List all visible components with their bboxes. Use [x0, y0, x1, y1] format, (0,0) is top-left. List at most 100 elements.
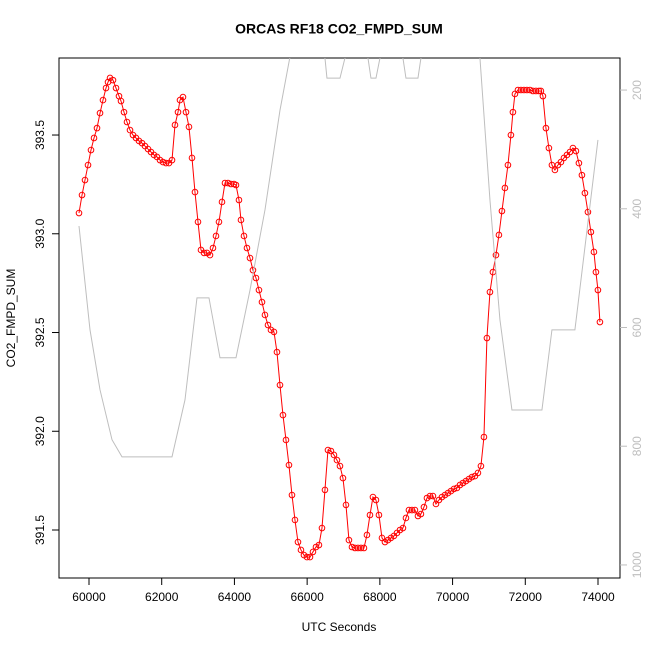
y-axis-label: CO2_FMPD_SUM: [4, 269, 18, 368]
data-point: [318, 524, 326, 532]
data-point: [99, 96, 107, 104]
data-point: [102, 84, 110, 92]
y2-tick-label: 200: [630, 80, 644, 100]
data-point: [212, 232, 220, 240]
data-point: [188, 154, 196, 162]
data-point: [315, 541, 323, 549]
data-point: [572, 147, 580, 155]
data-point: [551, 166, 559, 174]
data-point: [483, 334, 491, 342]
plot-area: [75, 58, 604, 561]
data-point: [120, 108, 128, 116]
data-point: [182, 108, 190, 116]
x-tick-label: 62000: [145, 590, 179, 604]
data-point: [408, 506, 416, 514]
data-point: [279, 411, 287, 419]
data-point: [535, 87, 543, 95]
data-point: [306, 553, 314, 561]
data-point: [179, 93, 187, 101]
data-point: [168, 156, 176, 164]
data-point: [224, 179, 232, 187]
plot-frame: [58, 57, 621, 579]
data-point: [232, 181, 240, 189]
data-point: [360, 544, 368, 552]
data-point: [261, 311, 269, 319]
data-point: [209, 244, 217, 252]
data-point: [174, 108, 182, 116]
data-point: [200, 249, 208, 257]
y-tick-label: 393.0: [33, 218, 47, 248]
data-point: [240, 232, 248, 240]
data-point: [492, 251, 500, 259]
data-point: [375, 511, 383, 519]
data-point: [109, 76, 117, 84]
data-point: [78, 191, 86, 199]
data-line: [78, 77, 601, 558]
data-point: [246, 254, 254, 262]
data-point: [282, 436, 290, 444]
data-point: [507, 131, 515, 139]
data-point: [532, 87, 540, 95]
data-point: [285, 461, 293, 469]
data-point: [501, 184, 509, 192]
data-point: [235, 196, 243, 204]
data-point: [243, 244, 251, 252]
data-point: [348, 543, 356, 551]
data-point: [221, 179, 229, 187]
data-point: [417, 510, 425, 518]
y-tick-label: 392.5: [33, 317, 47, 347]
y-tick-label: 392.0: [33, 416, 47, 446]
data-point: [87, 146, 95, 154]
data-point: [420, 503, 428, 511]
data-point: [594, 286, 602, 294]
data-point: [206, 251, 214, 259]
data-point: [112, 84, 120, 92]
data-point: [372, 496, 380, 504]
data-point: [498, 207, 506, 215]
data-point: [474, 469, 482, 477]
data-point: [90, 134, 98, 142]
y-tick-label: 391.5: [33, 515, 47, 545]
data-point: [215, 218, 223, 226]
data-point: [486, 288, 494, 296]
x-tick-label: 72000: [509, 590, 543, 604]
y2-tick-label: 1000: [630, 551, 644, 578]
data-point: [590, 248, 598, 256]
data-point: [255, 286, 263, 294]
data-point: [123, 118, 131, 126]
data-point: [345, 536, 353, 544]
data-point: [429, 492, 437, 500]
data-point: [218, 198, 226, 206]
data-point: [93, 124, 101, 132]
data-point: [596, 318, 604, 326]
data-point: [303, 553, 311, 561]
x-tick-label: 68000: [363, 590, 397, 604]
data-point: [333, 456, 341, 464]
data-point: [450, 485, 458, 493]
data-point: [96, 109, 104, 117]
data-point: [587, 228, 595, 236]
data-point: [194, 218, 202, 226]
data-point: [477, 462, 485, 470]
x-tick-label: 60000: [72, 590, 106, 604]
data-point: [84, 161, 92, 169]
data-point: [294, 538, 302, 546]
data-point: [426, 492, 434, 500]
data-point: [578, 171, 586, 179]
data-point: [270, 328, 278, 336]
data-point: [117, 97, 125, 105]
data-point: [523, 86, 531, 94]
data-point: [336, 462, 344, 470]
data-point: [575, 159, 583, 167]
data-point: [539, 92, 547, 100]
y2-tick-label: 400: [630, 198, 644, 218]
data-point: [402, 514, 410, 522]
data-point: [399, 524, 407, 532]
data-point: [366, 511, 374, 519]
data-point: [258, 298, 266, 306]
data-point: [159, 158, 167, 166]
data-point: [504, 161, 512, 169]
data-point: [288, 491, 296, 499]
data-point: [75, 209, 83, 217]
y2-tick-label: 800: [630, 436, 644, 456]
